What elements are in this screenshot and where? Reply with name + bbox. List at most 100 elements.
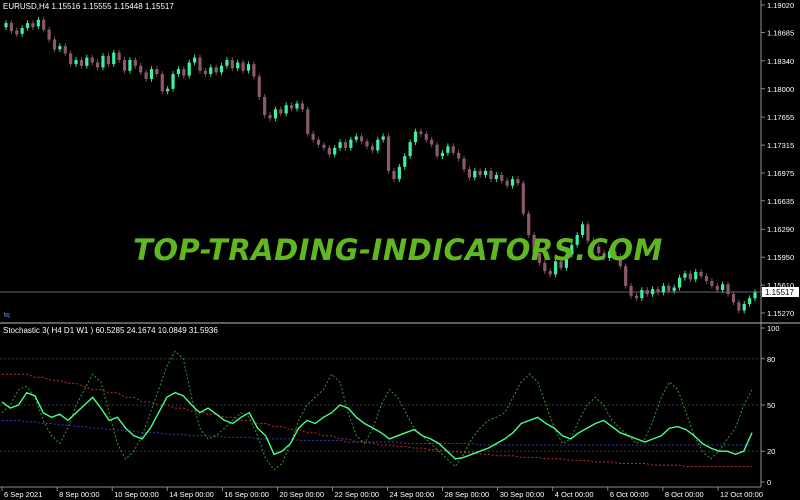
candle-body [748, 298, 752, 304]
candle-body [171, 73, 175, 89]
candle-body [543, 262, 547, 272]
stochastic-level-lines [0, 358, 761, 452]
candle-body [25, 23, 30, 28]
candle-body [440, 152, 445, 157]
candle-body [548, 271, 552, 275]
candle-body [413, 131, 418, 143]
price-tick-label: 1.16635 [767, 197, 794, 206]
candle-body [90, 57, 94, 63]
candle-body [246, 64, 251, 71]
candle-body [710, 280, 714, 286]
stochastic-level-label: 50 [767, 401, 775, 410]
candle-body [457, 152, 461, 159]
time-tick-label: 12 Oct 00:00 [720, 490, 763, 499]
candle-body [4, 23, 8, 28]
candle-body [580, 224, 585, 235]
price-tick-label: 1.18340 [767, 57, 794, 66]
candle-body [182, 69, 186, 76]
candle-body [58, 46, 62, 50]
time-axis[interactable]: 6 Sep 2021 8 Sep 00:00 10 Sep 00:00 14 Sep … [0, 486, 763, 499]
time-tick-label: 30 Sep 00:00 [500, 490, 545, 499]
candle-body [683, 273, 687, 278]
candle-body [537, 253, 542, 263]
candle-body [42, 19, 46, 30]
time-tick-label: 14 Sep 00:00 [169, 490, 214, 499]
candle-body [360, 136, 364, 142]
candle-body [365, 141, 369, 147]
candle-body [591, 240, 595, 247]
time-tick-label: 28 Sep 00:00 [445, 490, 490, 499]
candle-body [656, 289, 660, 293]
candle-body [419, 131, 423, 134]
candle-body [554, 261, 558, 275]
candle-body [386, 136, 391, 171]
candle-body [381, 136, 385, 140]
time-tick-label: 8 Oct 00:00 [665, 490, 704, 499]
candle-body [79, 60, 84, 66]
candle-body [408, 142, 412, 157]
candle-body [198, 57, 202, 71]
candle-body [311, 133, 315, 140]
time-tick-label: 6 Sep 2021 [4, 490, 42, 499]
candle-body [694, 271, 698, 280]
candle-body [316, 139, 321, 145]
candle-body [532, 234, 536, 254]
candle-body [478, 170, 482, 176]
candle-body [370, 146, 375, 151]
candle-body [489, 170, 493, 180]
candle-body [284, 105, 288, 114]
candle-body [257, 76, 261, 97]
candle-body [209, 67, 213, 74]
candle-body [564, 254, 569, 268]
symbol-header: EURUSD,H4 1.15516 1.15555 1.15448 1.1551… [3, 2, 174, 11]
candle-body [645, 290, 649, 295]
time-tick-labels: 6 Sep 2021 8 Sep 00:00 10 Sep 00:00 14 Sep … [1, 487, 763, 499]
candle-body [101, 55, 105, 68]
candle-body [640, 290, 644, 299]
candle-body [15, 30, 19, 35]
candle-body [661, 285, 665, 293]
candle-body [187, 62, 191, 76]
candle-body [327, 147, 331, 155]
candle-body [176, 69, 181, 74]
price-tick-label: 1.15270 [767, 309, 794, 318]
candle-body [289, 105, 294, 109]
candle-body [704, 276, 709, 281]
candle-body [306, 109, 310, 134]
candle-body [462, 158, 466, 170]
candle-body [343, 142, 348, 148]
price-axis[interactable]: 1.19020 1.18685 1.18340 1.18000 1.17655 1.173… [760, 0, 799, 487]
candlestick-series [4, 16, 757, 314]
candle-body [52, 39, 57, 50]
candle-body [446, 146, 450, 153]
price-tick-label: 1.15950 [767, 253, 794, 262]
watermark-text: TOP-TRADING-INDICATORS.COM [133, 233, 663, 267]
candle-body [149, 69, 154, 79]
candle-body [63, 46, 67, 54]
candle-body [376, 139, 380, 151]
stochastic-pane[interactable]: Stochastic 3( H4 D1 W1 ) 60.5285 24.1674… [0, 324, 780, 487]
candle-body [494, 175, 498, 180]
candle-body [203, 70, 207, 74]
candle-body [742, 303, 746, 311]
candle-body [451, 146, 455, 153]
candle-body [731, 294, 736, 303]
candle-body [527, 213, 531, 235]
candle-body [20, 27, 24, 34]
candle-body [106, 55, 110, 65]
candle-body [349, 139, 353, 148]
candle-body [155, 69, 159, 74]
candle-body [333, 147, 337, 155]
price-tick-label: 1.18000 [767, 85, 794, 94]
candle-body [570, 244, 574, 255]
candle-body [279, 109, 283, 114]
candle-body [139, 65, 143, 73]
candle-body [354, 136, 358, 140]
price-pane[interactable]: EURUSD,H4 1.15516 1.15555 1.15448 1.1551… [0, 0, 761, 322]
candle-body [505, 180, 509, 186]
candle-body [230, 60, 234, 69]
time-tick-label: 16 Sep 00:00 [224, 490, 269, 499]
trade-levels-icon[interactable]: ≒ [3, 310, 11, 320]
candle-body [85, 57, 89, 66]
